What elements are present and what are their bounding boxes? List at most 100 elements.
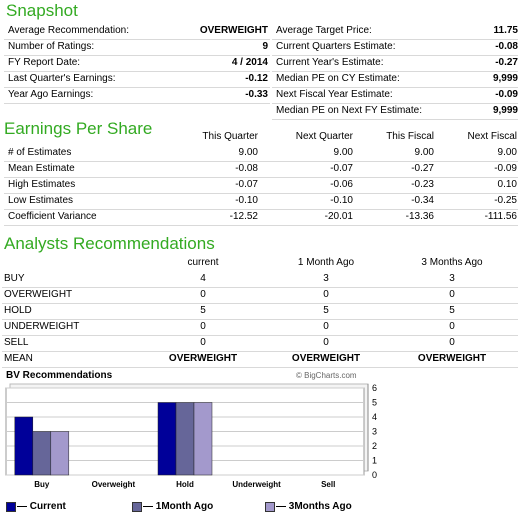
eps-cell: -0.34 [411, 195, 434, 206]
eps-row: High Estimates -0.07 -0.06 -0.23 0.10 [4, 177, 518, 194]
snapshot-label: Last Quarter's Earnings: [8, 73, 116, 84]
analysts-cell: 3 [449, 273, 455, 284]
snapshot-row: FY Report Date: 4 / 2014 [4, 55, 270, 72]
analysts-cell: OVERWEIGHT [417, 353, 487, 364]
eps-cell: 0.10 [497, 179, 517, 190]
snapshot-value: 4 / 2014 [231, 57, 268, 68]
analysts-cell: 0 [200, 337, 206, 348]
eps-cell: -0.07 [330, 163, 353, 174]
snapshot-row: Current Year's Estimate: -0.27 [272, 55, 518, 72]
snapshot-value: -0.27 [495, 57, 518, 68]
snapshot-value: -0.08 [495, 41, 518, 52]
snapshot-value: 11.75 [493, 25, 518, 36]
chart-plot: 0 1 2 3 4 5 6 Buy Overweight Hold Underweight Sell [5, 383, 377, 489]
eps-cell: -0.27 [411, 163, 434, 174]
snapshot-row: Next Fiscal Year Estimate: -0.09 [272, 87, 518, 104]
analysts-cell: 0 [449, 337, 455, 348]
y-tick-label: 4 [372, 412, 377, 422]
eps-title: Earnings Per Share [4, 119, 153, 138]
x-tick-label: Underweight [232, 480, 281, 489]
bar-3months-ago [193, 402, 213, 476]
snapshot-row: Number of Ratings: 9 [4, 39, 270, 56]
analysts-cell: 0 [323, 289, 329, 300]
snapshot-label: Median PE on Next FY Estimate: [276, 105, 422, 116]
eps-column-header: This Quarter [202, 131, 258, 142]
eps-cell: -0.10 [330, 195, 353, 206]
snapshot-value: -0.09 [495, 89, 518, 100]
analysts-row: SELL 0 0 0 [2, 335, 518, 352]
analysts-cell: 0 [200, 321, 206, 332]
analysts-cell: 0 [323, 321, 329, 332]
analysts-title: Analysts Recommendations [4, 234, 215, 253]
analysts-cell: 0 [449, 289, 455, 300]
legend-swatch [6, 502, 16, 512]
eps-cell: -13.36 [405, 211, 434, 222]
legend-swatch [132, 502, 142, 512]
eps-cell: -0.25 [494, 195, 517, 206]
snapshot-row: Average Recommendation: OVERWEIGHT [4, 23, 270, 40]
snapshot-value: 9,999 [492, 73, 518, 84]
snapshot-value: 9 [262, 41, 268, 52]
eps-cell: -0.06 [330, 179, 353, 190]
snapshot-label: Number of Ratings: [8, 41, 95, 52]
eps-cell: -12.52 [229, 211, 258, 222]
eps-row: Low Estimates -0.10 -0.10 -0.34 -0.25 [4, 193, 518, 210]
x-tick-label: Buy [34, 480, 50, 489]
eps-cell: -0.23 [411, 179, 434, 190]
eps-row: # of Estimates 9.00 9.00 9.00 9.00 [4, 145, 518, 162]
analysts-row-label: SELL [4, 337, 29, 348]
y-tick-label: 2 [372, 441, 377, 451]
snapshot-row: Year Ago Earnings: -0.33 [4, 87, 270, 104]
x-tick-label: Hold [176, 480, 194, 489]
legend-label: — 1Month Ago [143, 501, 214, 512]
legend-label: — Current [17, 501, 66, 512]
bar-1month-ago [32, 431, 52, 476]
analysts-row-label: BUY [4, 273, 25, 284]
snapshot-value: -0.12 [245, 73, 268, 84]
analysts-cell: 5 [449, 305, 455, 316]
x-tick-label: Overweight [92, 480, 136, 489]
y-tick-label: 0 [372, 470, 377, 480]
analysts-cell: 5 [323, 305, 329, 316]
analysts-cell: OVERWEIGHT [291, 353, 361, 364]
snapshot-label: Average Recommendation: [8, 25, 129, 36]
legend-label: — 3Months Ago [276, 501, 352, 512]
analysts-row: HOLD 5 5 5 [2, 303, 518, 320]
analysts-cell: 5 [200, 305, 206, 316]
eps-cell: -111.56 [484, 211, 517, 222]
snapshot-label: Median PE on CY Estimate: [276, 73, 400, 84]
snapshot-label: Current Quarters Estimate: [276, 41, 396, 52]
y-tick-label: 5 [372, 398, 377, 408]
snapshot-row: Median PE on Next FY Estimate: 9,999 [272, 103, 518, 120]
analysts-cell: 0 [449, 321, 455, 332]
y-tick-label: 6 [372, 383, 377, 393]
bv-chart: BV Recommendations © BigCharts.com 0 1 2 3 4… [0, 368, 380, 520]
analysts-row: UNDERWEIGHT 0 0 0 [2, 319, 518, 336]
analysts-column-header: 3 Months Ago [421, 257, 483, 268]
snapshot-value: 9,999 [492, 105, 518, 116]
eps-row-label: Low Estimates [8, 195, 74, 206]
snapshot-row: Last Quarter's Earnings: -0.12 [4, 71, 270, 88]
snapshot-value: OVERWEIGHT [199, 25, 268, 36]
eps-column-header: Next Fiscal [467, 131, 517, 142]
snapshot-value: -0.33 [245, 89, 268, 100]
eps-cell: 9.00 [414, 147, 434, 158]
analysts-row-label: MEAN [4, 353, 33, 364]
snapshot-label: Next Fiscal Year Estimate: [276, 89, 393, 100]
eps-cell: -0.07 [235, 179, 258, 190]
snapshot-label: Year Ago Earnings: [8, 89, 94, 100]
analysts-column-header: current [187, 257, 219, 268]
eps-row-label: Mean Estimate [8, 163, 75, 174]
analysts-row-label: OVERWEIGHT [4, 289, 73, 300]
bar-1month-ago [175, 402, 195, 476]
snapshot-label: FY Report Date: [8, 57, 81, 68]
chart-title: BV Recommendations [6, 370, 113, 381]
eps-cell: -0.08 [235, 163, 258, 174]
snapshot-title: Snapshot [6, 1, 78, 20]
eps-cell: -20.01 [324, 211, 353, 222]
snapshot-label: Current Year's Estimate: [276, 57, 384, 68]
eps-cell: 9.00 [333, 147, 353, 158]
eps-row-label: High Estimates [8, 179, 76, 190]
eps-column-header: Next Quarter [295, 131, 353, 142]
eps-column-header: This Fiscal [386, 131, 434, 142]
